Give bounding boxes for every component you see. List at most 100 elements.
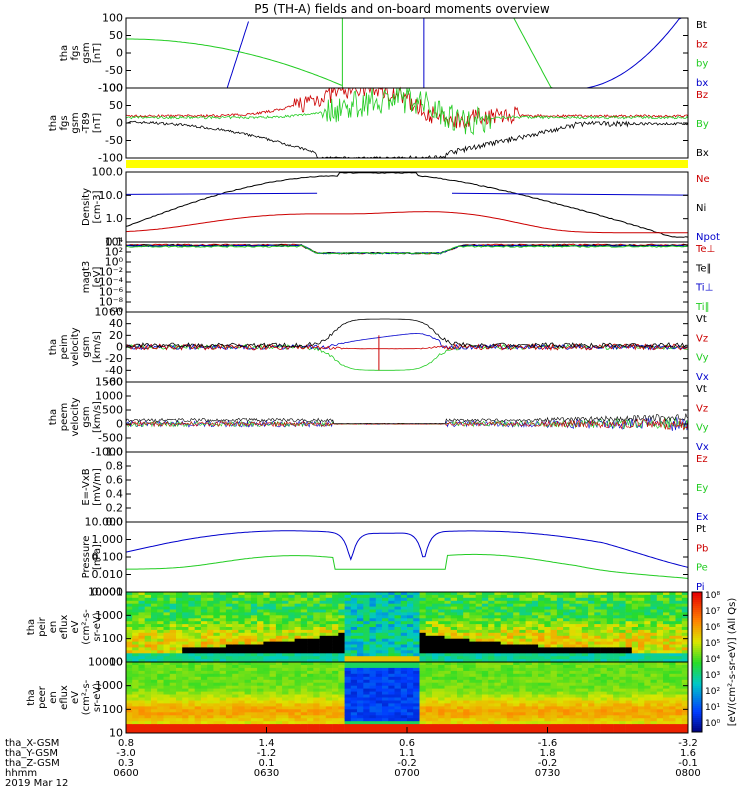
peer-pixel <box>606 697 614 701</box>
peir-pixel <box>669 629 676 634</box>
peer-pixel <box>269 685 277 690</box>
peir-pixel <box>325 632 333 637</box>
peir-pixel <box>207 629 214 634</box>
peer-pixel <box>663 688 670 692</box>
peir-pixel <box>363 644 370 648</box>
peir-pixel <box>219 618 227 622</box>
ytick-label: -500 <box>98 432 123 445</box>
peer-pixel <box>169 697 177 701</box>
peer-pixel <box>126 667 133 672</box>
peer-pixel <box>182 676 189 681</box>
peir-pixel <box>494 592 501 596</box>
peir-pixel <box>313 638 320 642</box>
peir-pixel <box>126 594 133 599</box>
peer-pixel <box>581 703 589 707</box>
peer-pixel <box>575 706 583 710</box>
peir-pixel <box>413 644 420 648</box>
peir-pixel <box>457 606 464 610</box>
peir-pixel <box>157 659 164 663</box>
peir-pixel <box>294 606 302 610</box>
peer-pixel <box>382 715 389 719</box>
peir-pixel <box>357 629 364 634</box>
peer-pixel <box>219 688 227 692</box>
peer-pixel <box>151 724 158 728</box>
peir-pixel <box>481 612 489 616</box>
peir-pixel <box>681 635 689 640</box>
peer-pixel <box>506 703 514 707</box>
colorbar-cell <box>692 728 702 731</box>
ytick-label: -20 <box>105 352 123 365</box>
peir-pixel <box>350 656 358 660</box>
peir-pixel <box>581 615 589 619</box>
peer-pixel <box>225 670 233 675</box>
peir-pixel <box>613 644 620 648</box>
peir-pixel <box>263 647 270 651</box>
peer-pixel <box>282 662 289 666</box>
peer-pixel <box>613 662 620 666</box>
peir-pixel <box>457 609 464 613</box>
peer-pixel <box>182 715 189 719</box>
peir-pixel <box>544 609 551 613</box>
peir-pixel <box>613 659 620 663</box>
peir-pixel <box>151 603 158 607</box>
peir-pixel <box>681 659 689 663</box>
peer-pixel <box>388 730 395 734</box>
peir-pixel <box>469 650 476 654</box>
peir-pixel <box>200 644 208 648</box>
peir-pixel <box>382 656 389 660</box>
peir-pixel <box>400 629 408 634</box>
peir-pixel <box>656 606 664 610</box>
peer-pixel <box>438 703 445 707</box>
peer-pixel <box>625 694 633 698</box>
peir-pixel <box>444 659 452 663</box>
peer-pixel <box>425 712 433 716</box>
peir-pixel <box>288 627 295 631</box>
peir-pixel <box>675 647 683 651</box>
peer-pixel <box>525 703 533 707</box>
peir-pixel <box>263 612 270 616</box>
peer-pixel <box>419 673 427 678</box>
series-peim-Vt <box>125 318 688 349</box>
peir-pixel <box>157 650 164 654</box>
peer-pixel <box>594 667 601 672</box>
peer-pixel <box>400 688 408 692</box>
colorbar-cell <box>692 718 702 721</box>
peer-pixel <box>200 688 208 692</box>
peer-pixel <box>225 662 233 666</box>
peer-pixel <box>494 685 501 690</box>
peer-pixel <box>650 688 658 692</box>
peer-pixel <box>382 724 389 728</box>
peer-pixel <box>425 688 433 692</box>
peir-pixel <box>675 644 683 648</box>
peer-pixel <box>200 682 208 687</box>
peer-pixel <box>325 673 333 678</box>
peer-pixel <box>444 682 452 687</box>
peer-pixel <box>469 667 476 672</box>
peer-pixel <box>138 715 146 719</box>
peir-pixel <box>506 656 514 660</box>
peer-pixel <box>525 676 533 681</box>
peir-pixel <box>506 606 514 610</box>
peir-pixel <box>494 644 501 648</box>
peir-pixel <box>144 638 152 642</box>
peir-pixel <box>282 594 289 599</box>
peer-pixel <box>282 676 289 681</box>
peir-pixel <box>663 647 670 651</box>
peer-pixel <box>269 676 277 681</box>
peer-pixel <box>382 709 389 713</box>
peir-pixel <box>444 618 452 622</box>
peir-pixel <box>400 653 408 657</box>
peer-pixel <box>606 727 614 731</box>
peir-pixel <box>475 592 483 596</box>
peir-pixel <box>638 615 645 619</box>
peer-pixel <box>313 694 320 698</box>
peer-pixel <box>169 682 177 687</box>
peer-pixel <box>344 682 352 687</box>
peir-pixel <box>644 615 651 619</box>
peir-pixel <box>500 638 508 642</box>
peir-pixel <box>500 624 508 628</box>
peir-pixel <box>650 618 658 622</box>
peer-pixel <box>332 673 339 678</box>
peer-pixel <box>388 724 395 728</box>
peer-pixel <box>675 718 683 722</box>
